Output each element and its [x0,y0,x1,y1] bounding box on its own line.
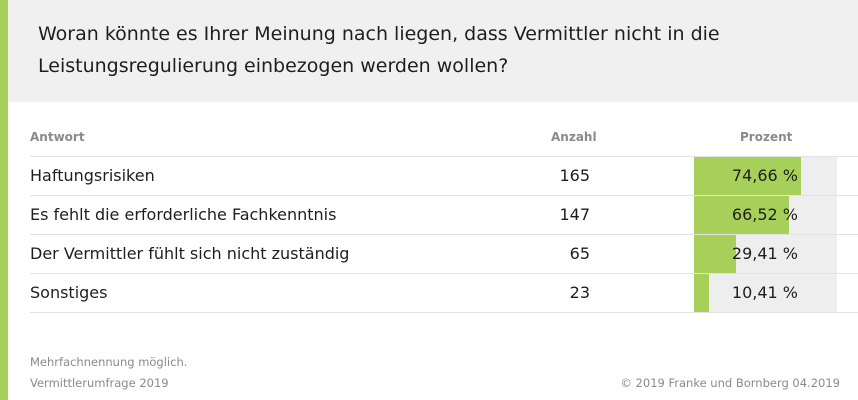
table-row: Es fehlt die erforderliche Fachkenntnis 1… [0,196,858,235]
footer-credit: © 2019 Franke und Bornberg 04.2019 [620,376,840,390]
footer-source: Vermittlerumfrage 2019 [30,376,169,390]
percent-bar-track [694,196,837,235]
percent-label: 66,52 % [731,205,798,224]
row-divider [30,273,858,274]
accent-bar [0,0,8,400]
table-row: Haftungsrisiken 165 74,66 % [0,157,858,196]
percent-bar-track [694,157,837,196]
row-divider [30,312,858,313]
column-header-answer: Antwort [30,130,85,144]
percent-label: 74,66 % [731,166,798,185]
row-count: 23 [569,283,590,302]
table-row: Der Vermittler fühlt sich nicht zuständi… [0,235,858,274]
percent-bar-track [694,274,837,313]
row-count: 147 [559,205,590,224]
column-header-count: Anzahl [551,130,597,144]
percent-bar-track [694,235,837,274]
row-divider [30,156,858,157]
percent-label: 29,41 % [731,244,798,263]
percent-bar [694,157,801,196]
column-header-percent: Prozent [740,130,793,144]
row-count: 65 [569,244,590,263]
percent-label: 10,41 % [731,283,798,302]
row-divider [30,234,858,235]
row-count: 165 [559,166,590,185]
percent-bar [694,196,790,235]
footer-note: Mehrfachnennung möglich. [30,355,188,369]
row-label: Haftungsrisiken [30,166,155,185]
question-title: Woran könnte es Ihrer Meinung nach liege… [38,23,720,77]
percent-bar [694,274,709,313]
question-header: Woran könnte es Ihrer Meinung nach liege… [8,0,858,102]
row-divider [30,195,858,196]
table-row: Sonstiges 23 10,41 % [0,274,858,313]
row-label: Sonstiges [30,283,108,302]
row-label: Der Vermittler fühlt sich nicht zuständi… [30,244,350,263]
percent-bar [694,235,737,274]
row-label: Es fehlt die erforderliche Fachkenntnis [30,205,337,224]
